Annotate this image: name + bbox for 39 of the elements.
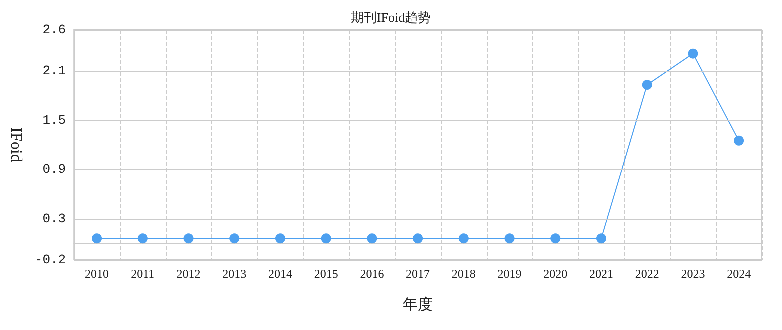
x-tick-label: 2022 [635, 267, 660, 281]
y-tick-label: 0.3 [42, 211, 66, 226]
point [321, 234, 332, 244]
point [642, 80, 652, 90]
x-tick-label: 2018 [452, 267, 476, 281]
y-tick-label: 2.1 [42, 64, 66, 79]
point [596, 234, 606, 244]
x-tick-label: 2012 [176, 267, 201, 281]
x-tick-label: 2020 [544, 267, 568, 281]
point [230, 234, 240, 244]
x-tick-label: 2021 [589, 267, 614, 281]
point [688, 48, 698, 59]
point [458, 234, 469, 244]
point [413, 234, 424, 244]
point [92, 234, 102, 244]
y-axis-title: IFoid [8, 128, 24, 162]
point [275, 234, 286, 244]
point [734, 136, 744, 146]
x-tick-label: 2016 [360, 267, 384, 281]
x-tick-label: 2019 [498, 267, 522, 281]
x-tick-label: 2017 [406, 267, 430, 281]
point [184, 234, 194, 244]
point [367, 234, 378, 244]
y-tick-label: -0.2 [34, 252, 66, 268]
point [138, 234, 148, 244]
x-tick-label: 2015 [314, 267, 338, 281]
x-tick-label: 2024 [727, 267, 752, 281]
x-tick-label: 2023 [681, 267, 706, 281]
x-tick-label: 2013 [222, 267, 247, 281]
x-tick-label: 2010 [85, 267, 110, 281]
y-tick-label: 0.9 [42, 162, 66, 178]
point [550, 234, 561, 244]
x-tick-label: 2011 [131, 267, 155, 281]
x-tick-label: 2014 [268, 267, 292, 281]
point [504, 234, 515, 244]
x-axis-title: 年度 [403, 296, 434, 314]
chart-title: 期刊IFoid趋势 [350, 10, 432, 25]
y-tick-label: 1.5 [42, 112, 66, 128]
y-tick-label: 2.6 [42, 22, 66, 38]
